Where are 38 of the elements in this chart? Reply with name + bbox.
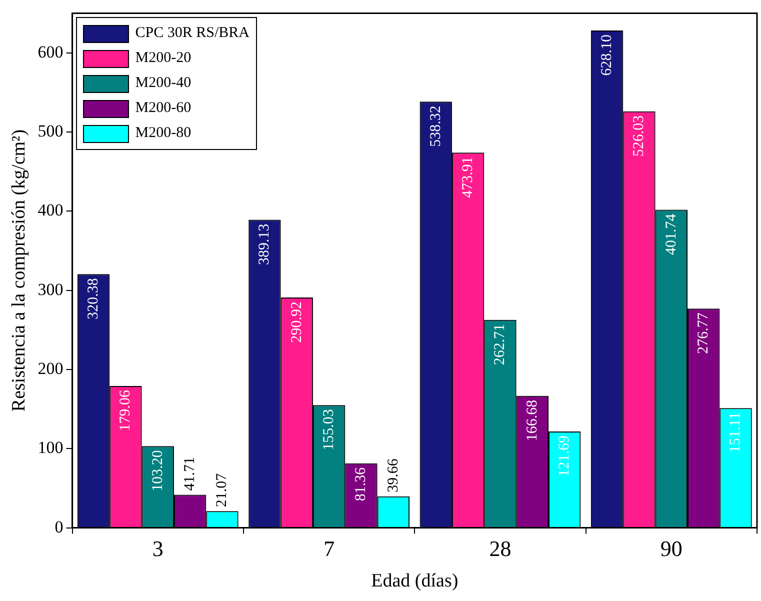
data-label: 121.69 [556,435,573,477]
data-label: 151.11 [728,412,744,453]
y-tick-label: 500 [38,121,64,140]
legend-label: M200-80 [135,125,192,142]
y-axis-title: Resistencia a la compresión (kg/cm²) [8,129,30,412]
x-axis-title: Edad (días) [371,570,458,592]
y-tick-label: 400 [38,200,64,220]
data-label: 262.71 [492,324,508,366]
x-tick-label: 3 [152,536,164,561]
data-label: 401.74 [663,213,680,255]
data-label: 538.32 [428,106,444,147]
x-tick-label: 28 [489,536,512,561]
data-label: 276.77 [696,312,712,354]
data-label: 155.03 [321,409,337,450]
data-label: 526.03 [631,115,648,157]
data-label: 290.92 [288,301,305,343]
x-tick-label: 7 [324,536,335,561]
data-label: 628.10 [598,34,615,76]
data-label: 473.91 [460,156,476,198]
data-label: 320.38 [85,278,102,320]
legend-label: M200-60 [135,100,192,118]
data-label: 103.20 [150,450,166,492]
data-label: 21.07 [214,472,230,508]
data-label: 41.71 [182,457,198,491]
data-label: 179.06 [118,390,134,432]
data-label: 166.68 [524,400,540,442]
y-tick-label: 100 [38,438,64,458]
data-label: 81.36 [353,466,370,502]
data-label: 389.13 [256,224,273,265]
y-tick-label: 200 [38,358,64,378]
legend-label: CPC 30R RS/BRA [135,25,250,42]
y-tick-label: 0 [54,517,64,536]
y-tick-label: 600 [38,42,64,62]
data-label: 39.66 [385,458,402,492]
legend-label: M200-40 [135,75,192,92]
y-tick-label: 300 [38,280,64,299]
legend-label: M200-20 [135,50,192,68]
x-tick-label: 90 [660,536,682,561]
